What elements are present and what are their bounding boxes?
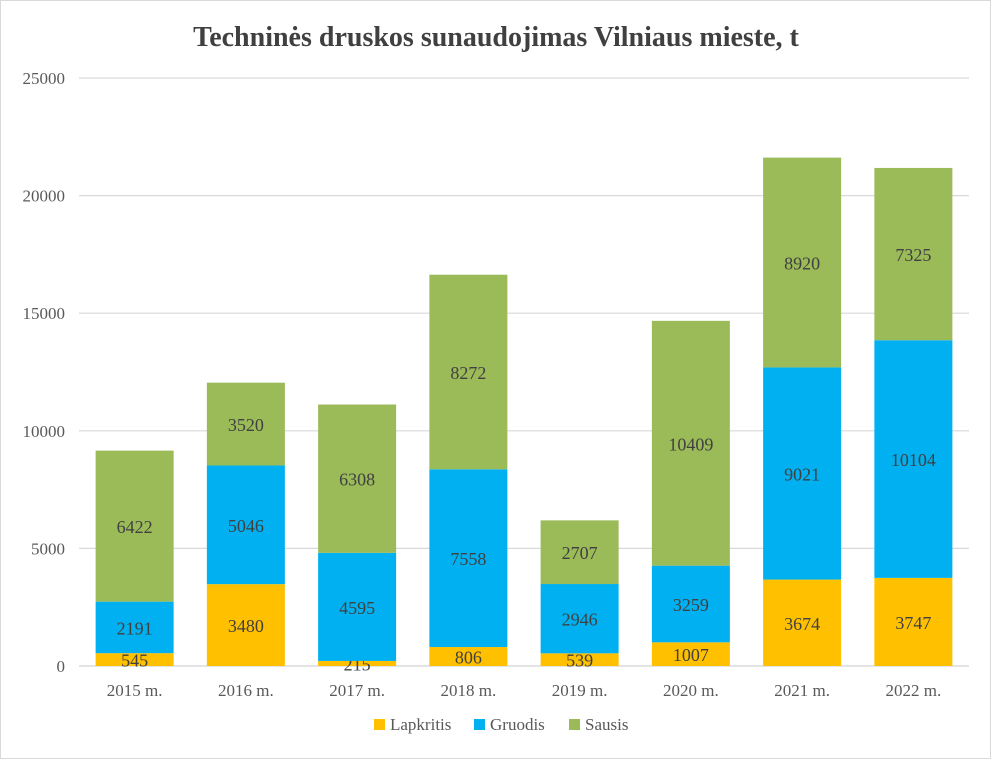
bar-segment-sausis — [540, 520, 619, 585]
x-tick-label: 2019 m. — [552, 681, 608, 700]
data-label: 2191 — [117, 618, 153, 638]
x-tick-label: 2015 m. — [107, 681, 163, 700]
bar-segment-lapkritis — [429, 647, 508, 666]
data-label: 7558 — [450, 549, 486, 569]
bar-segment-sausis — [206, 382, 285, 466]
legend-label: Lapkritis — [390, 715, 451, 734]
data-label: 545 — [121, 651, 148, 671]
data-label: 3747 — [895, 613, 931, 633]
data-label: 9021 — [784, 465, 820, 485]
bar-segment-sausis — [95, 450, 174, 602]
bar-segment-lapkritis — [206, 584, 285, 666]
legend-label: Sausis — [585, 715, 628, 734]
data-label: 10409 — [668, 434, 713, 454]
bar-segment-gruodis — [206, 465, 285, 585]
x-tick-label: 2020 m. — [663, 681, 719, 700]
y-tick-label: 0 — [57, 657, 66, 676]
bar-segment-sausis — [763, 157, 842, 368]
legend-swatch — [569, 719, 580, 730]
data-label: 6308 — [339, 470, 375, 490]
bar-segment-lapkritis — [318, 660, 397, 666]
x-axis-ticks: 2015 m. 2016 m. 2017 m. 2018 m. 2019 m. 2020 … — [107, 681, 941, 700]
bar-segment-sausis — [651, 320, 730, 566]
bars: 5452191642234805046352021545956308806755… — [95, 157, 953, 674]
bar-segment-gruodis — [540, 584, 619, 654]
data-label: 4595 — [339, 598, 375, 618]
y-tick-label: 5000 — [31, 539, 65, 558]
bar-segment-gruodis — [95, 601, 174, 654]
x-tick-label: 2017 m. — [329, 681, 385, 700]
legend-label: Gruodis — [490, 715, 545, 734]
bar-segment-lapkritis — [95, 653, 174, 666]
bar-segment-sausis — [318, 404, 397, 553]
data-label: 3259 — [673, 595, 709, 615]
bar-segment-lapkritis — [763, 579, 842, 666]
data-label: 806 — [455, 648, 482, 668]
y-tick-label: 25000 — [23, 69, 66, 88]
data-label: 8920 — [784, 254, 820, 274]
bar-segment-gruodis — [763, 367, 842, 580]
data-label: 7325 — [895, 245, 931, 265]
data-label: 10104 — [891, 450, 936, 470]
y-tick-label: 20000 — [23, 187, 66, 206]
y-tick-label: 10000 — [23, 422, 66, 441]
x-tick-label: 2016 m. — [218, 681, 274, 700]
data-label: 539 — [566, 651, 593, 671]
bar-segment-gruodis — [651, 565, 730, 643]
bar-segment-lapkritis — [874, 577, 953, 666]
bar-segment-sausis — [874, 167, 953, 341]
legend: Lapkritis Gruodis Sausis — [374, 715, 628, 734]
bar-segment-lapkritis — [651, 642, 730, 666]
data-label: 2707 — [562, 543, 598, 563]
legend-swatch — [374, 719, 385, 730]
data-label: 1007 — [673, 645, 709, 665]
data-label: 3480 — [228, 616, 264, 636]
bar-segment-sausis — [429, 274, 508, 470]
bar-segment-gruodis — [429, 469, 508, 648]
y-axis-ticks: 0 5000 10000 15000 20000 25000 — [23, 69, 66, 676]
data-label: 3674 — [784, 614, 820, 634]
data-label: 6422 — [117, 517, 153, 537]
x-tick-label: 2022 m. — [886, 681, 942, 700]
data-label: 5046 — [228, 516, 264, 536]
legend-swatch — [474, 719, 485, 730]
x-tick-label: 2021 m. — [774, 681, 830, 700]
chart-title: Techninės druskos sunaudojimas Vilniaus … — [193, 22, 799, 53]
y-tick-label: 15000 — [23, 304, 66, 323]
bar-segment-gruodis — [318, 552, 397, 661]
x-tick-label: 2018 m. — [441, 681, 497, 700]
data-label: 2946 — [562, 610, 598, 630]
data-label: 3520 — [228, 415, 264, 435]
bar-segment-gruodis — [874, 340, 953, 578]
data-label: 8272 — [450, 363, 486, 383]
bar-segment-lapkritis — [540, 653, 619, 666]
